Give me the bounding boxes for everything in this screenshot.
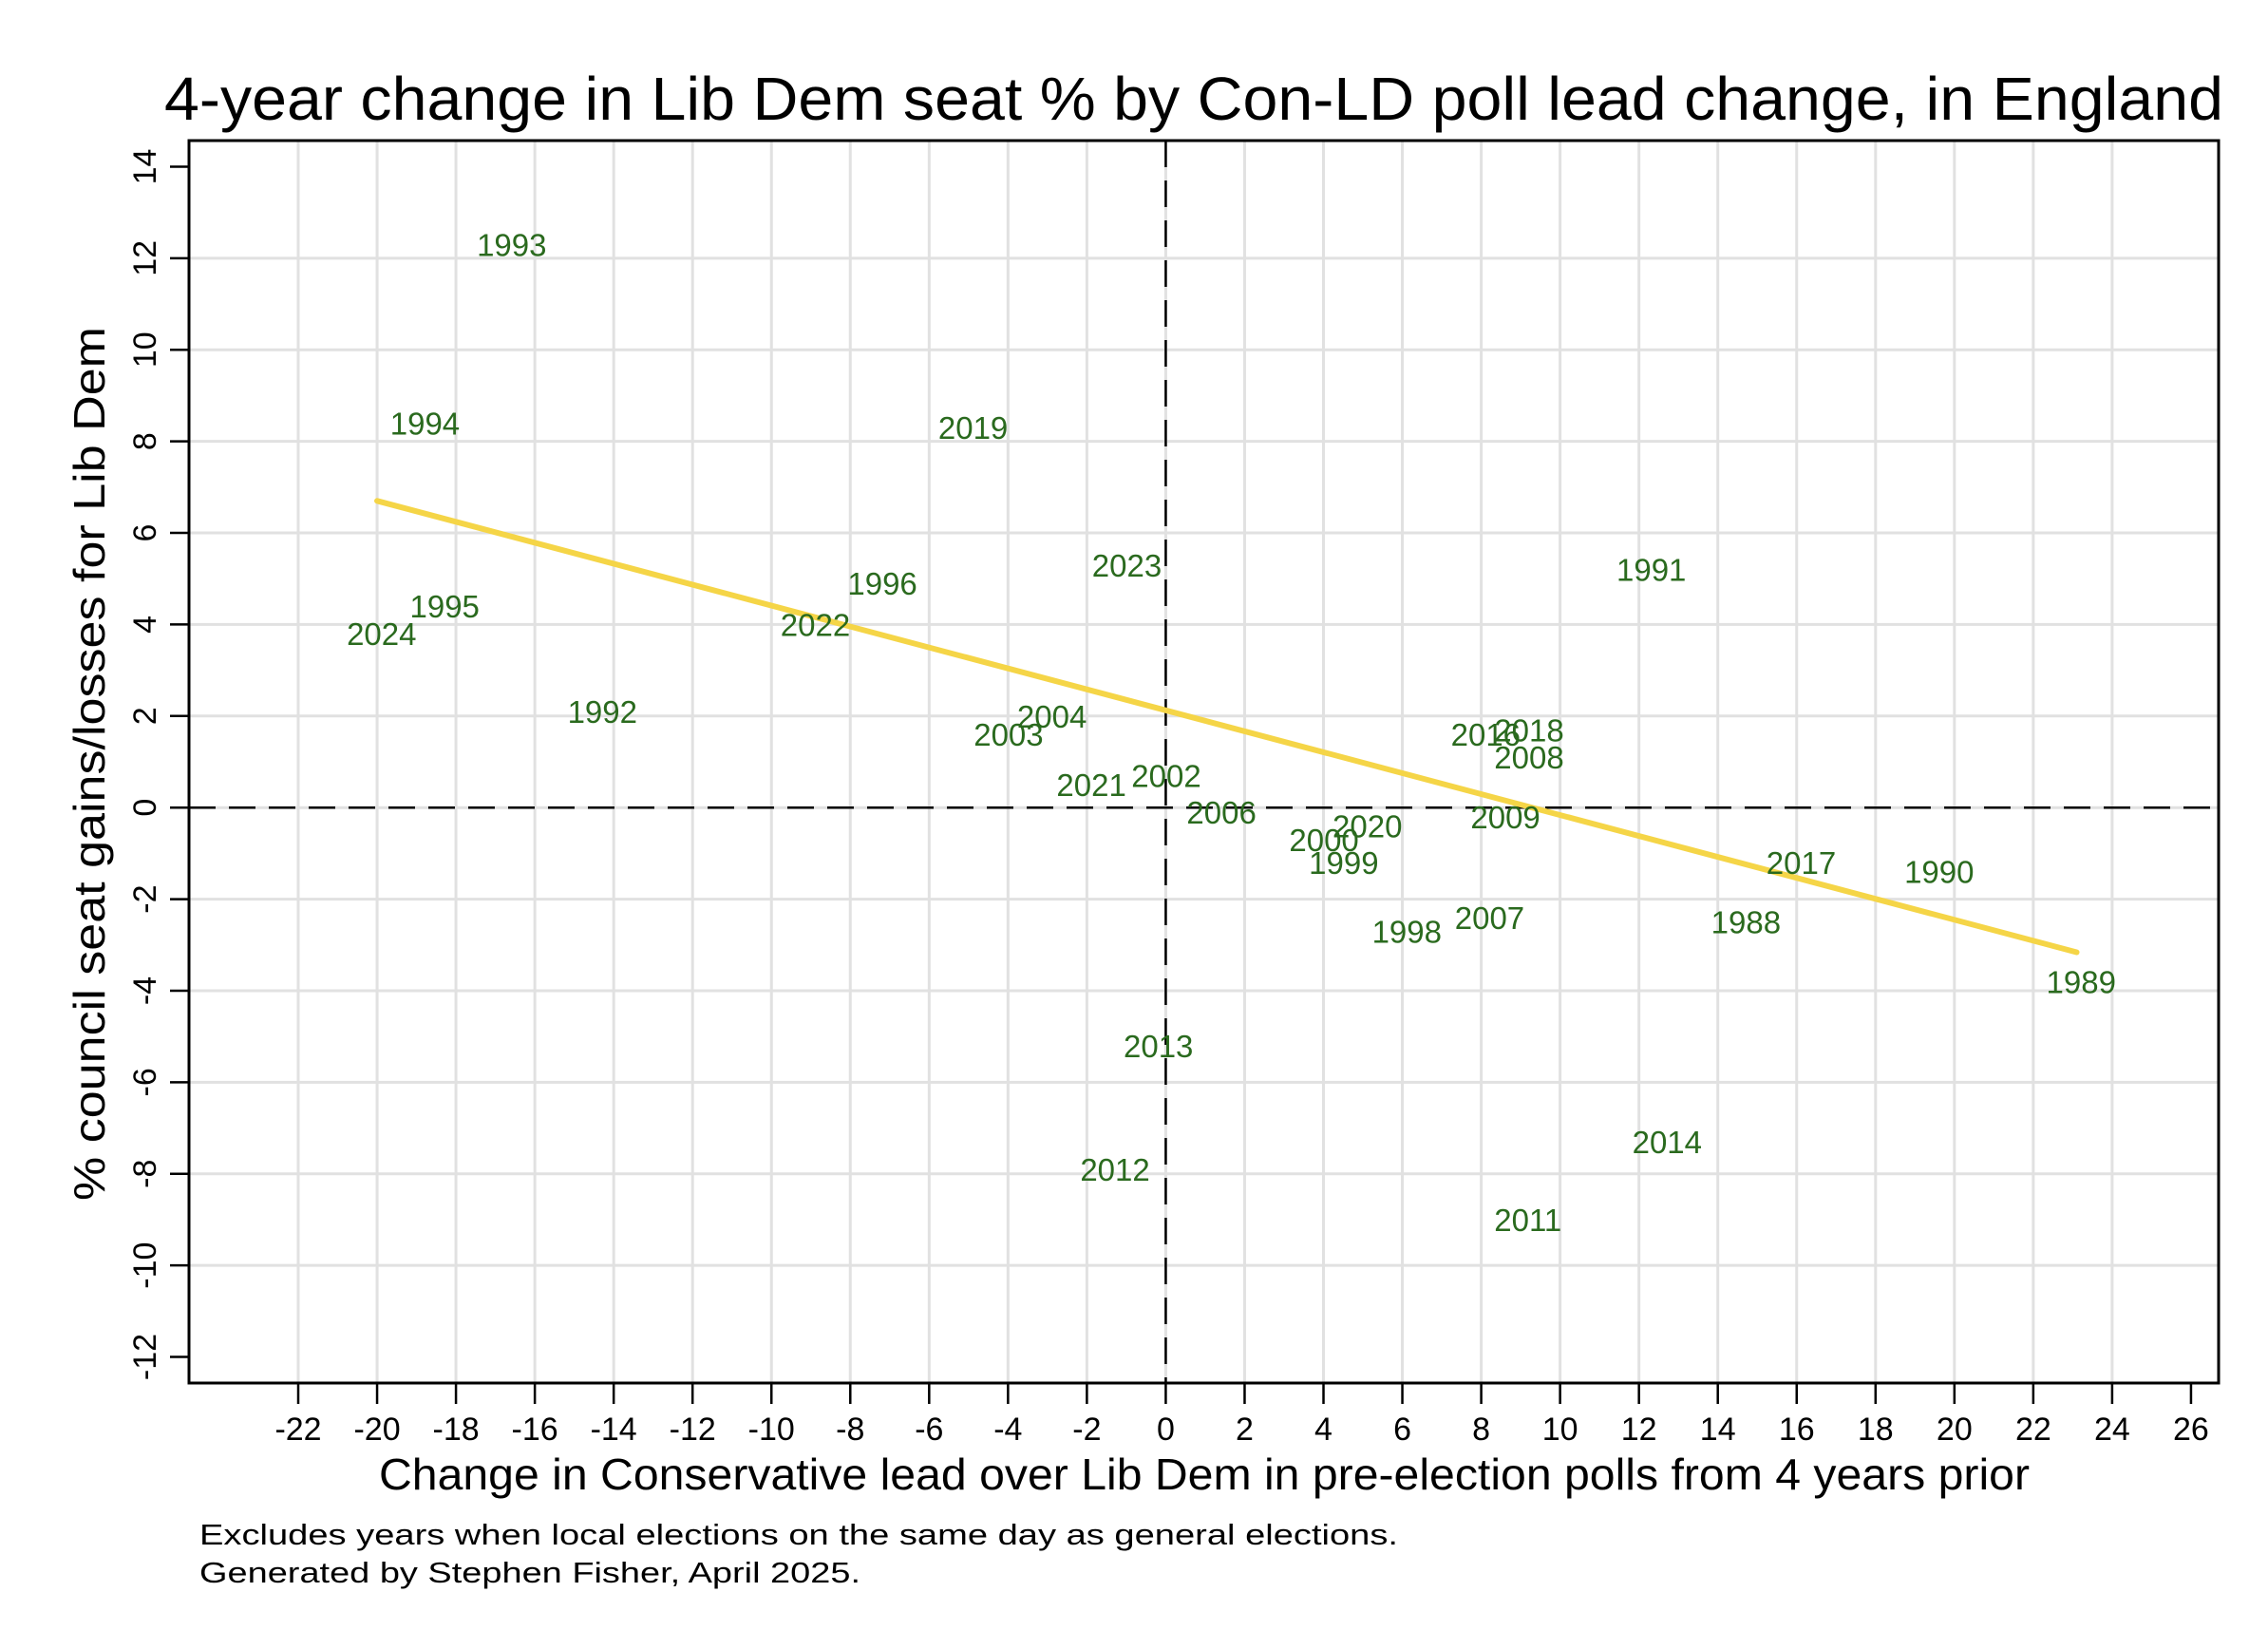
x-tick-label: 14	[1700, 1412, 1736, 1448]
y-tick-label: 14	[127, 149, 163, 185]
y-tick-label: -12	[127, 1334, 163, 1380]
x-tick-label: 24	[2094, 1412, 2130, 1448]
y-tick-label: 12	[127, 240, 163, 276]
x-tick-label: 4	[1314, 1412, 1332, 1448]
point-label-2011: 2011	[1494, 1203, 1561, 1238]
point-label-2008: 2008	[1494, 740, 1563, 775]
y-tick-label: 10	[127, 332, 163, 368]
x-tick-label: 6	[1393, 1412, 1411, 1448]
y-tick-label: -2	[127, 884, 163, 913]
point-label-2019: 2019	[938, 410, 1008, 445]
point-label-2024: 2024	[347, 616, 416, 652]
x-tick-label: 8	[1472, 1412, 1490, 1448]
point-label-2022: 2022	[781, 607, 850, 642]
x-tick-label: -16	[512, 1412, 558, 1448]
x-tick-label: -18	[433, 1412, 480, 1448]
x-tick-label: 20	[1937, 1412, 1973, 1448]
point-label-2013: 2013	[1124, 1029, 1193, 1064]
point-label-2021: 2021	[1056, 768, 1125, 803]
y-tick-label: -6	[127, 1068, 163, 1096]
point-label-1992: 1992	[568, 694, 637, 730]
x-tick-label: 12	[1621, 1412, 1657, 1448]
y-tick-label: 6	[127, 524, 163, 542]
point-labels: 1988 1989 1990 1991 1992 1993 1994 1995 1996 1998…	[347, 227, 2116, 1238]
x-axis-ticks: -22 -20 -18 -16 -14 -12 -10 -8 -6 -4 -2 0 2 4 6 8 10 12 14…	[274, 1383, 2209, 1448]
point-label-2000: 2000	[1289, 823, 1358, 858]
point-label-2023: 2023	[1092, 548, 1162, 583]
x-tick-label: 0	[1157, 1412, 1175, 1448]
y-tick-label: -10	[127, 1242, 163, 1289]
point-label-2012: 2012	[1080, 1152, 1149, 1187]
point-label-1999: 1999	[1309, 845, 1378, 881]
x-tick-label: 10	[1542, 1412, 1578, 1448]
fit-line-layer	[374, 498, 2080, 956]
y-tick-label: 8	[127, 432, 163, 450]
x-tick-label: 2	[1236, 1412, 1254, 1448]
point-label-1998: 1998	[1372, 914, 1442, 949]
y-tick-label: -8	[127, 1160, 163, 1188]
chart-title: 4-year change in Lib Dem seat % by Con-L…	[164, 65, 2223, 133]
point-label-2007: 2007	[1455, 900, 1524, 936]
x-tick-label: -14	[591, 1412, 637, 1448]
y-tick-label: 2	[127, 707, 163, 725]
point-label-1996: 1996	[847, 566, 917, 601]
y-axis-ticks: -12 -10 -8 -6 -4 -2 0 2 4 6 8 10 12 14	[127, 149, 189, 1380]
x-tick-label: -2	[1072, 1412, 1101, 1448]
point-label-2009: 2009	[1470, 800, 1540, 835]
point-label-2004: 2004	[1017, 699, 1087, 734]
x-tick-label: 18	[1858, 1412, 1894, 1448]
point-label-2014: 2014	[1633, 1125, 1702, 1160]
y-tick-label: 4	[127, 616, 163, 634]
point-label-1995: 1995	[410, 589, 480, 624]
point-label-2018: 2018	[1494, 712, 1563, 748]
x-tick-label: 16	[1779, 1412, 1815, 1448]
point-label-2002: 2002	[1131, 758, 1200, 793]
point-label-1989: 1989	[2047, 964, 2116, 999]
x-tick-label: -12	[670, 1412, 716, 1448]
reference-lines	[189, 141, 2219, 1383]
point-label-2017: 2017	[1767, 845, 1836, 881]
plot-frame	[187, 139, 2221, 1385]
x-tick-label: -8	[836, 1412, 864, 1448]
x-tick-label: -10	[748, 1412, 795, 1448]
footnote-credit: Generated by Stephen Fisher, April 2025.	[199, 1556, 860, 1589]
x-tick-label: -20	[353, 1412, 400, 1448]
linear-fit-line	[374, 498, 2080, 956]
footnote-exclusion: Excludes years when local elections on t…	[199, 1518, 1398, 1551]
point-label-1988: 1988	[1711, 905, 1781, 940]
x-tick-label: 26	[2173, 1412, 2209, 1448]
point-label-1990: 1990	[1904, 855, 1974, 890]
x-tick-label: -6	[915, 1412, 943, 1448]
x-tick-label: -22	[274, 1412, 321, 1448]
y-tick-label: 0	[127, 799, 163, 817]
point-label-1993: 1993	[477, 227, 546, 262]
point-label-1994: 1994	[390, 406, 460, 441]
x-tick-label: 22	[2015, 1412, 2051, 1448]
y-tick-label: -4	[127, 976, 163, 1005]
point-label-2016: 2016	[1451, 717, 1521, 752]
x-tick-label: -4	[993, 1412, 1022, 1448]
point-label-2003: 2003	[973, 717, 1043, 752]
y-axis-title: % council seat gains/losses for Lib Dem	[65, 327, 114, 1201]
point-label-1991: 1991	[1616, 553, 1686, 588]
point-label-2020: 2020	[1332, 808, 1402, 843]
point-label-2006: 2006	[1186, 795, 1256, 830]
x-axis-title: Change in Conservative lead over Lib Dem…	[379, 1450, 2030, 1499]
